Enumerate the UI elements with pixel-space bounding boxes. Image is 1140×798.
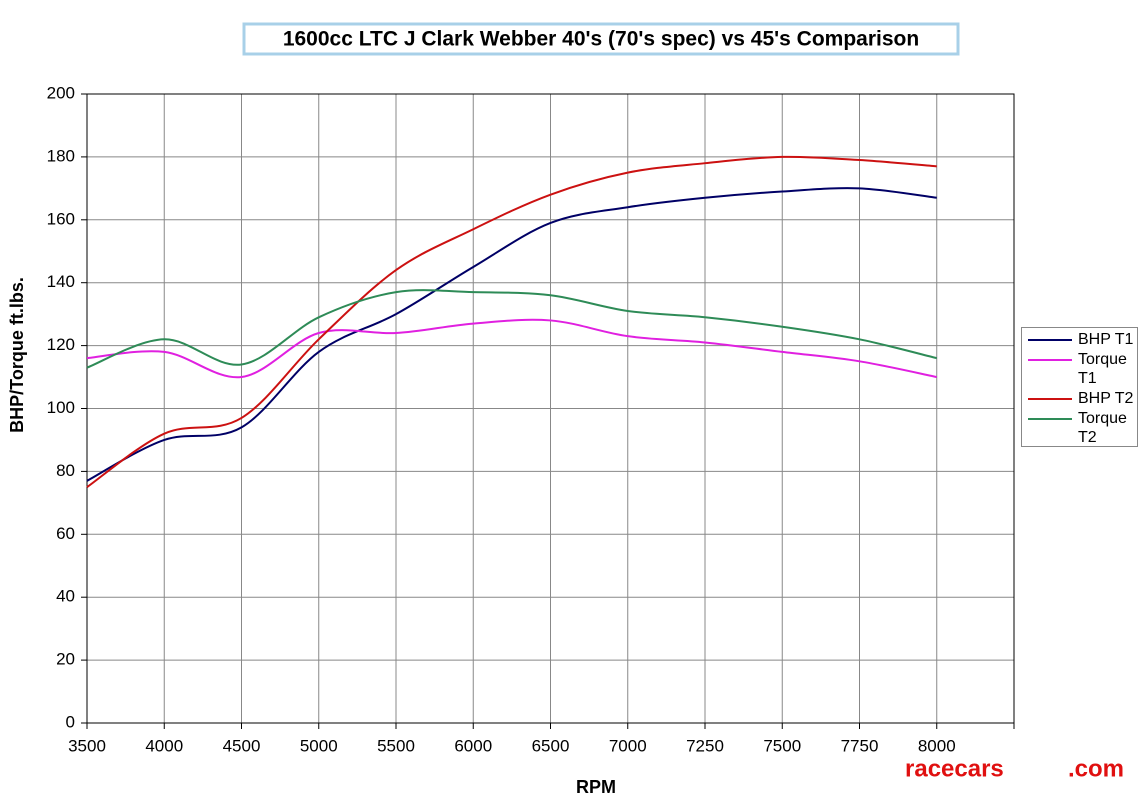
legend-item: BHP T2: [1022, 389, 1137, 408]
y-tick-label: 180: [47, 146, 75, 165]
x-tick-label: 5500: [377, 736, 415, 755]
x-tick-label: 7750: [841, 736, 879, 755]
y-tick-label: 120: [47, 335, 75, 354]
legend-label: BHP T1: [1078, 331, 1134, 348]
y-axis-label: BHP/Torque ft.lbs.: [7, 277, 27, 433]
chart-title: 1600cc LTC J Clark Webber 40's (70's spe…: [283, 28, 919, 51]
series-line: [86, 318, 937, 379]
legend: BHP T1 Torque T1 BHP T2 Torque T2: [1021, 327, 1138, 447]
x-tick-label: 7000: [609, 736, 647, 755]
y-tick-label: 40: [56, 587, 75, 606]
legend-item: Torque T2: [1022, 409, 1137, 447]
legend-item: BHP T1: [1022, 330, 1137, 349]
x-tick-label: 6500: [532, 736, 570, 755]
x-tick-label: 5000: [300, 736, 338, 755]
x-tick-label: 4000: [145, 736, 183, 755]
x-tick-label: 8000: [918, 736, 956, 755]
watermark: racecars: [905, 755, 1004, 782]
legend-label: Torque T2: [1078, 410, 1127, 446]
legend-label: Torque T1: [1078, 351, 1127, 387]
legend-label: BHP T2: [1078, 390, 1134, 407]
y-tick-label: 60: [56, 524, 75, 543]
y-tick-label: 140: [47, 272, 75, 291]
y-tick-label: 160: [47, 209, 75, 228]
series-line: [86, 187, 937, 482]
legend-swatch: [1028, 398, 1072, 400]
x-tick-label: 7500: [763, 736, 801, 755]
series-line: [86, 155, 937, 488]
y-tick-label: 0: [66, 712, 75, 731]
x-tick-label: 7250: [686, 736, 724, 755]
y-tick-label: 200: [47, 83, 75, 102]
legend-swatch: [1028, 359, 1072, 361]
x-tick-label: 3500: [68, 736, 106, 755]
title-box: [242, 22, 960, 56]
series-line: [86, 289, 937, 369]
legend-item: Torque T1: [1022, 350, 1137, 388]
legend-swatch: [1028, 339, 1072, 341]
x-tick-label: 6000: [454, 736, 492, 755]
y-tick-label: 20: [56, 650, 75, 669]
plot-border: [86, 93, 1015, 724]
legend-swatch: [1028, 418, 1072, 420]
y-tick-label: 100: [47, 398, 75, 417]
x-axis-label: RPM: [576, 777, 616, 797]
watermark: .com: [1068, 755, 1124, 782]
y-tick-label: 80: [56, 461, 75, 480]
x-tick-label: 4500: [223, 736, 261, 755]
